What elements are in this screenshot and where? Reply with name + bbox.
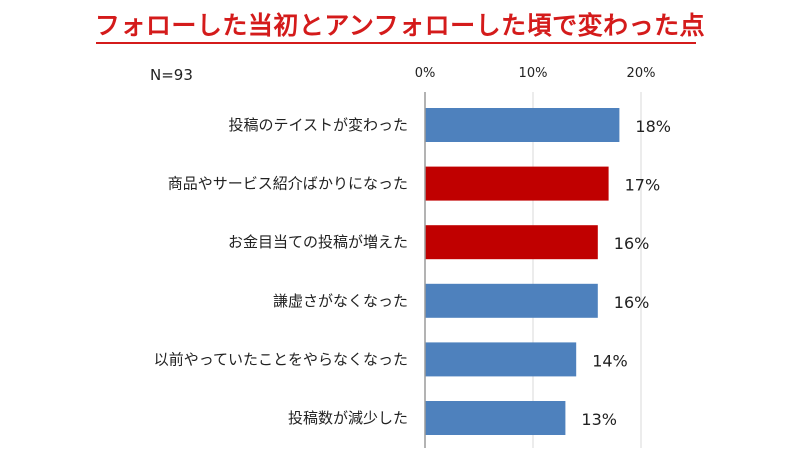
value-label: 18% — [635, 117, 671, 136]
category-label: お金目当ての投稿が増えた — [228, 233, 408, 251]
category-labels: 投稿のテイストが変わった商品やサービス紹介ばかりになったお金目当ての投稿が増えた… — [154, 116, 408, 427]
bar — [425, 225, 598, 260]
x-tick-label: 0% — [415, 66, 436, 81]
value-label: 17% — [625, 176, 661, 195]
sample-size-label: N=93 — [150, 66, 193, 84]
bars — [425, 108, 620, 435]
category-label: 投稿数が減少した — [288, 409, 408, 427]
category-label: 謙虚さがなくなった — [273, 292, 408, 310]
x-tick-labels: 0% 10% 20% — [415, 66, 656, 81]
value-label: 13% — [581, 410, 617, 429]
bar — [425, 342, 577, 377]
category-label: 商品やサービス紹介ばかりになった — [168, 175, 408, 193]
grid-lines — [532, 92, 642, 448]
category-label: 以前やっていたことをやらなくなった — [154, 350, 408, 368]
value-label: 16% — [614, 293, 650, 312]
bar — [425, 401, 566, 435]
bar — [425, 166, 609, 201]
bar — [425, 283, 598, 318]
x-tick-label: 10% — [519, 66, 548, 81]
value-labels: 18% 17% 16% 16% 14% 13% — [581, 117, 671, 429]
title-underline — [96, 42, 696, 44]
bar — [425, 108, 620, 142]
category-label: 投稿のテイストが変わった — [228, 116, 408, 134]
chart-title: フォローした当初とアンフォローした頃で変わった点 — [94, 11, 706, 40]
x-tick-label: 20% — [627, 66, 656, 81]
value-label: 16% — [614, 234, 650, 253]
value-label: 14% — [592, 351, 628, 370]
